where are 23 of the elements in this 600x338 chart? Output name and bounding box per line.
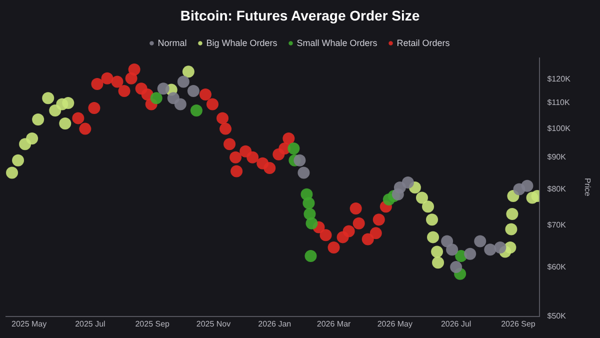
y-tick-label: $90K	[547, 152, 567, 162]
legend-label: Big Whale Orders	[206, 38, 278, 48]
y-tick-label: $70K	[547, 220, 567, 230]
y-tick-label: $120K	[547, 74, 572, 84]
chart-title: Bitcoin: Futures Average Order Size	[180, 7, 420, 24]
legend-label: Normal	[158, 38, 187, 48]
legend-label: Small Whale Orders	[296, 38, 378, 48]
x-tick-label: 2025 May	[11, 319, 47, 328]
x-tick-label: 2026 May	[377, 319, 412, 328]
x-tick-label: 2025 Sep	[135, 319, 170, 328]
y-tick-label: $80K	[547, 184, 567, 194]
x-tick-label: 2026 Jul	[440, 319, 472, 328]
x-tick-label: 2025 Jul	[75, 319, 106, 328]
x-tick-label: 2025 Nov	[196, 319, 231, 328]
x-tick-label: 2026 Jan	[258, 319, 292, 328]
y-tick-label: $110K	[547, 98, 570, 108]
y-axis-title: Price	[582, 178, 592, 197]
y-tick-label: $50K	[547, 312, 567, 321]
x-tick-label: 2026 Sep	[501, 319, 536, 328]
legend-label: Retail Orders	[396, 38, 450, 48]
y-tick-label: $100K	[547, 124, 572, 134]
y-tick-label: $60K	[547, 262, 567, 272]
x-tick-label: 2026 Mar	[316, 319, 352, 328]
